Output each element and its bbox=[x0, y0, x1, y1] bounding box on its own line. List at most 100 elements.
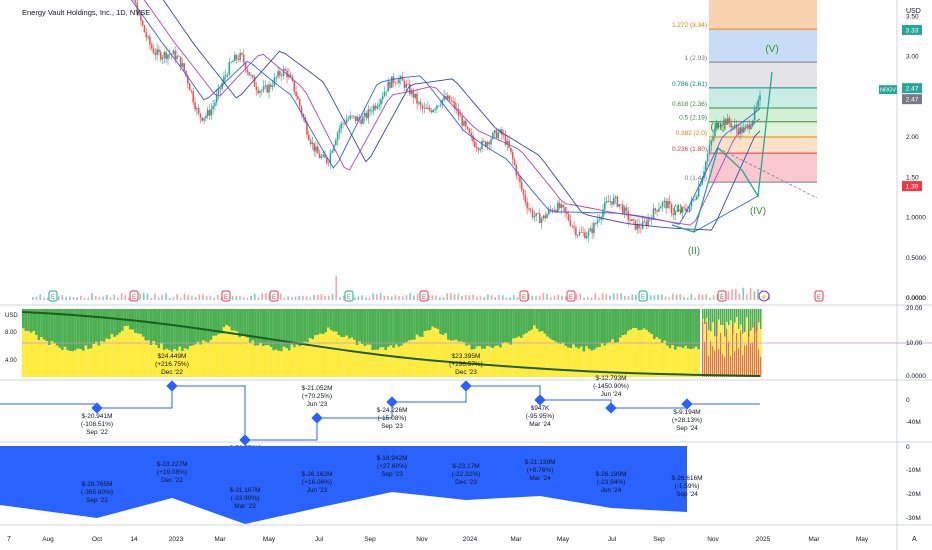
candle-body bbox=[686, 211, 689, 212]
volume-bar bbox=[94, 296, 97, 300]
candle-body bbox=[746, 124, 749, 126]
volume-bar bbox=[601, 293, 604, 300]
indicator-yellow-bar bbox=[144, 340, 148, 377]
volume-bar bbox=[468, 295, 471, 300]
volume-bar bbox=[65, 296, 67, 300]
indicator-green-bar bbox=[660, 309, 664, 343]
wave-label: (III) bbox=[711, 122, 726, 133]
candle-body bbox=[688, 206, 691, 212]
volume-bar bbox=[128, 297, 130, 300]
indicator-yellow-bar bbox=[553, 341, 557, 377]
volume-bar bbox=[72, 297, 75, 300]
time-axis-label: 2024 bbox=[463, 536, 478, 543]
indicator-yellow-bar bbox=[272, 350, 275, 377]
indicator-green-bar bbox=[582, 309, 586, 352]
volume-bar bbox=[372, 293, 374, 300]
indicator-green-bar bbox=[363, 309, 367, 346]
candle-body bbox=[723, 119, 725, 125]
candle-body bbox=[266, 85, 269, 93]
candle-body bbox=[416, 93, 418, 104]
candle-body bbox=[699, 184, 702, 187]
indicator-green-bar bbox=[486, 309, 489, 346]
candle-body bbox=[197, 108, 200, 114]
volume-bar bbox=[620, 293, 622, 300]
volume-bar bbox=[279, 293, 282, 300]
indicator-green-bar bbox=[361, 309, 364, 345]
indicator-green-bar bbox=[475, 309, 479, 347]
indicator-8-label: 8.00 bbox=[5, 330, 17, 336]
candle-body bbox=[138, 12, 140, 15]
indicator-yellow-bar bbox=[478, 345, 481, 377]
area-axis-tick: -20M bbox=[906, 491, 921, 498]
indicator-yellow-bar bbox=[681, 348, 685, 377]
indicator-green-bar bbox=[350, 309, 354, 338]
indicator-green-bar bbox=[394, 309, 398, 345]
indicator-green-bar bbox=[160, 309, 163, 344]
indicator-yellow-bar bbox=[327, 327, 330, 377]
indicator-yellow-bar bbox=[361, 344, 364, 377]
candle-body bbox=[165, 52, 167, 59]
indicator-green-bar bbox=[238, 309, 242, 338]
indicator-yellow-bar bbox=[68, 351, 72, 377]
time-axis-label: Mar bbox=[214, 536, 226, 543]
indicator-4-label: 4.00 bbox=[5, 358, 17, 364]
candle-body bbox=[589, 228, 592, 232]
candle-body bbox=[428, 107, 431, 111]
indicator-green-bar bbox=[708, 309, 710, 331]
indicator-green-bar bbox=[415, 309, 419, 335]
fib-level-label: 0.382 (2.0) bbox=[676, 130, 707, 137]
earnings-marker-label: E bbox=[272, 295, 276, 301]
price-tick-label: 1.0000 bbox=[906, 215, 926, 222]
indicator-yellow-bar bbox=[181, 351, 184, 377]
area-value: $-23.17M bbox=[452, 463, 479, 470]
volume-bar bbox=[361, 295, 363, 300]
candle-body bbox=[457, 108, 460, 116]
candle-body bbox=[192, 91, 195, 103]
candle-body bbox=[519, 175, 521, 183]
indicator-green-bar bbox=[222, 309, 226, 328]
volume-bar bbox=[686, 297, 689, 300]
indicator-usd-label: USD bbox=[5, 313, 18, 319]
volume-bar bbox=[479, 296, 482, 300]
candle-body bbox=[580, 232, 583, 233]
candle-body bbox=[421, 105, 424, 109]
area-period: Mar '24 bbox=[529, 475, 551, 482]
candle-body bbox=[712, 136, 714, 141]
indicator-yellow-bar bbox=[686, 348, 690, 377]
earnings-marker-label: E bbox=[817, 295, 821, 301]
indicator-yellow-bar bbox=[535, 328, 539, 377]
indicator-green-bar bbox=[694, 309, 698, 347]
indicator-green-bar bbox=[746, 309, 748, 318]
candle-body bbox=[715, 122, 718, 129]
indicator-green-bar bbox=[640, 309, 643, 331]
volume-bar bbox=[753, 291, 756, 300]
indicator-yellow-bar bbox=[650, 334, 654, 377]
indicator-yellow-bar bbox=[642, 328, 646, 377]
indicator-yellow-bar bbox=[441, 334, 445, 377]
indicator-yellow-bar bbox=[673, 349, 677, 377]
symbol-title[interactable]: Energy Vault Holdings, Inc., 1D, NYSE bbox=[22, 8, 151, 17]
earnings-marker bbox=[717, 290, 727, 302]
volume-bar bbox=[261, 293, 263, 300]
indicator-green-bar bbox=[235, 309, 239, 332]
indicator-red-bar bbox=[738, 348, 740, 377]
indicator-green-bar bbox=[520, 309, 523, 338]
indicator-green-bar bbox=[392, 309, 395, 348]
indicator-yellow-bar bbox=[431, 326, 435, 377]
auto-scale-icon: A bbox=[912, 536, 917, 543]
indicator-yellow-bar bbox=[679, 346, 682, 377]
indicator-green-bar bbox=[473, 309, 476, 350]
indicator-green-bar bbox=[720, 309, 722, 326]
indicator-green-bar bbox=[580, 309, 583, 347]
indicator-yellow-bar bbox=[228, 326, 231, 377]
indicator-green-bar bbox=[655, 309, 659, 338]
fib-band bbox=[709, 62, 817, 88]
candle-body bbox=[436, 105, 438, 109]
indicator-red-bar bbox=[730, 355, 732, 377]
candle-body bbox=[439, 104, 442, 106]
indicator-yellow-bar bbox=[139, 334, 142, 377]
indicator-yellow-bar bbox=[590, 350, 594, 377]
indicator-green-bar bbox=[702, 309, 704, 320]
indicator-green-bar bbox=[673, 309, 677, 350]
volume-bar bbox=[675, 294, 678, 300]
